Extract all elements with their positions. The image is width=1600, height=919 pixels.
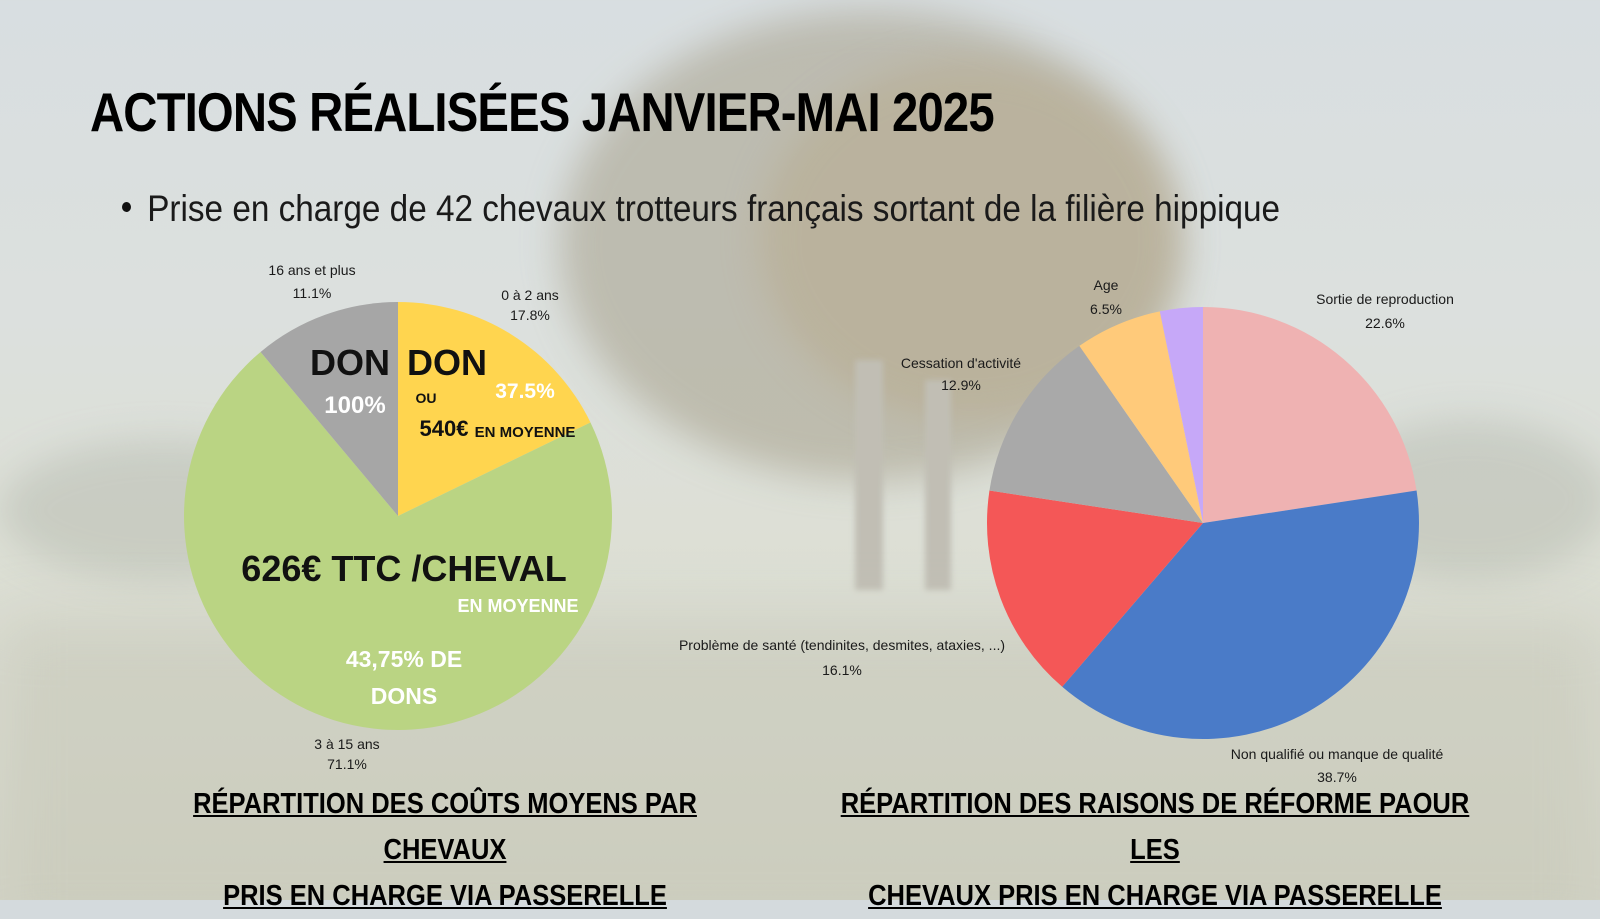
annotation-pct-left: 100% — [324, 392, 385, 419]
reasons-pie-slice-2 — [986, 490, 1203, 687]
charts-canvas: 16 ans et plus 11.1% 0 à 2 ans 17.8% 3 à… — [184, 262, 1454, 785]
annotation-don-right: DON — [407, 342, 487, 383]
caption-reasons-line1: RÉPARTITION DES RAISONS DE RÉFORME PAOUR… — [840, 788, 1470, 866]
annotation-center-small: EN MOYENNE — [457, 596, 578, 616]
slice-pct-sante: 16.1% — [822, 662, 862, 678]
reasons-pie-slice-3 — [989, 345, 1203, 523]
slice-label-0-2: 0 à 2 ans — [501, 287, 559, 303]
caption-costs-line1: RÉPARTITION DES COÛTS MOYENS PAR CHEVAUX — [193, 788, 697, 866]
slice-label-sante: Problème de santé (tendinites, desmites,… — [679, 637, 1005, 653]
annotation-amount: 540€ — [420, 416, 469, 441]
cost-pie-slice-1 — [184, 351, 612, 730]
slice-pct-cessation: 12.9% — [941, 377, 981, 393]
chart-caption-costs: RÉPARTITION DES COÛTS MOYENS PAR CHEVAUX… — [150, 781, 740, 919]
bullet-dot-icon — [122, 202, 131, 213]
cost-pie-slice-2 — [260, 302, 398, 516]
cost-pie-labels: 16 ans et plus 11.1% 0 à 2 ans 17.8% 3 à… — [268, 262, 558, 772]
slice-label-reproduction: Sortie de reproduction — [1316, 291, 1454, 307]
annotation-bottom-line1: 43,75% DE — [346, 646, 462, 672]
annotation-don-left: DON — [310, 342, 390, 383]
slice-label-16-plus: 16 ans et plus — [268, 262, 355, 278]
cost-pie-slice-0 — [398, 302, 591, 516]
caption-costs-line2: PRIS EN CHARGE VIA PASSERELLE — [223, 880, 667, 912]
cost-pie-chart — [184, 302, 612, 730]
chart-caption-reasons: RÉPARTITION DES RAISONS DE RÉFORME PAOUR… — [834, 781, 1476, 919]
slice-pct-age: 6.5% — [1090, 301, 1122, 317]
reasons-pie-slice-5 — [1159, 307, 1203, 523]
slice-label-3-15: 3 à 15 ans — [314, 736, 379, 752]
slice-label-age: Age — [1094, 277, 1119, 293]
slice-pct-0-2: 17.8% — [510, 307, 550, 323]
annotation-center-big: 626€ TTC /CHEVAL — [241, 548, 566, 589]
annotation-ou: OU — [416, 390, 437, 406]
slice-pct-non-qualifie: 38.7% — [1317, 769, 1357, 785]
page-title: ACTIONS RÉALISÉES JANVIER-MAI 2025 — [90, 81, 995, 143]
slice-pct-3-15: 71.1% — [327, 756, 367, 772]
reasons-pie-chart — [986, 307, 1420, 739]
cost-pie-annotations: DON 100% DON 37.5% OU 540€ EN MOYENNE 62… — [241, 342, 578, 709]
annotation-pct-right: 37.5% — [495, 380, 555, 403]
annotation-moyenne-right: EN MOYENNE — [475, 424, 576, 441]
annotation-bottom-line2: DONS — [371, 683, 437, 709]
slice-pct-reproduction: 22.6% — [1365, 315, 1405, 331]
reasons-pie-labels: Sortie de reproduction 22.6% Age 6.5% Ce… — [679, 277, 1454, 785]
slice-pct-16-plus: 11.1% — [293, 285, 332, 301]
reasons-pie-slice-1 — [1062, 490, 1420, 739]
bullet-text: Prise en charge de 42 chevaux trotteurs … — [147, 188, 1281, 229]
caption-reasons-line2: CHEVAUX PRIS EN CHARGE VIA PASSERELLE — [868, 880, 1442, 912]
bullet-item: Prise en charge de 42 chevaux trotteurs … — [122, 188, 1280, 230]
reasons-pie-slice-4 — [1079, 311, 1203, 523]
reasons-pie-slice-0 — [1203, 307, 1417, 523]
slice-label-non-qualifie: Non qualifié ou manque de qualité — [1231, 746, 1444, 762]
slice-label-cessation: Cessation d'activité — [901, 355, 1021, 371]
